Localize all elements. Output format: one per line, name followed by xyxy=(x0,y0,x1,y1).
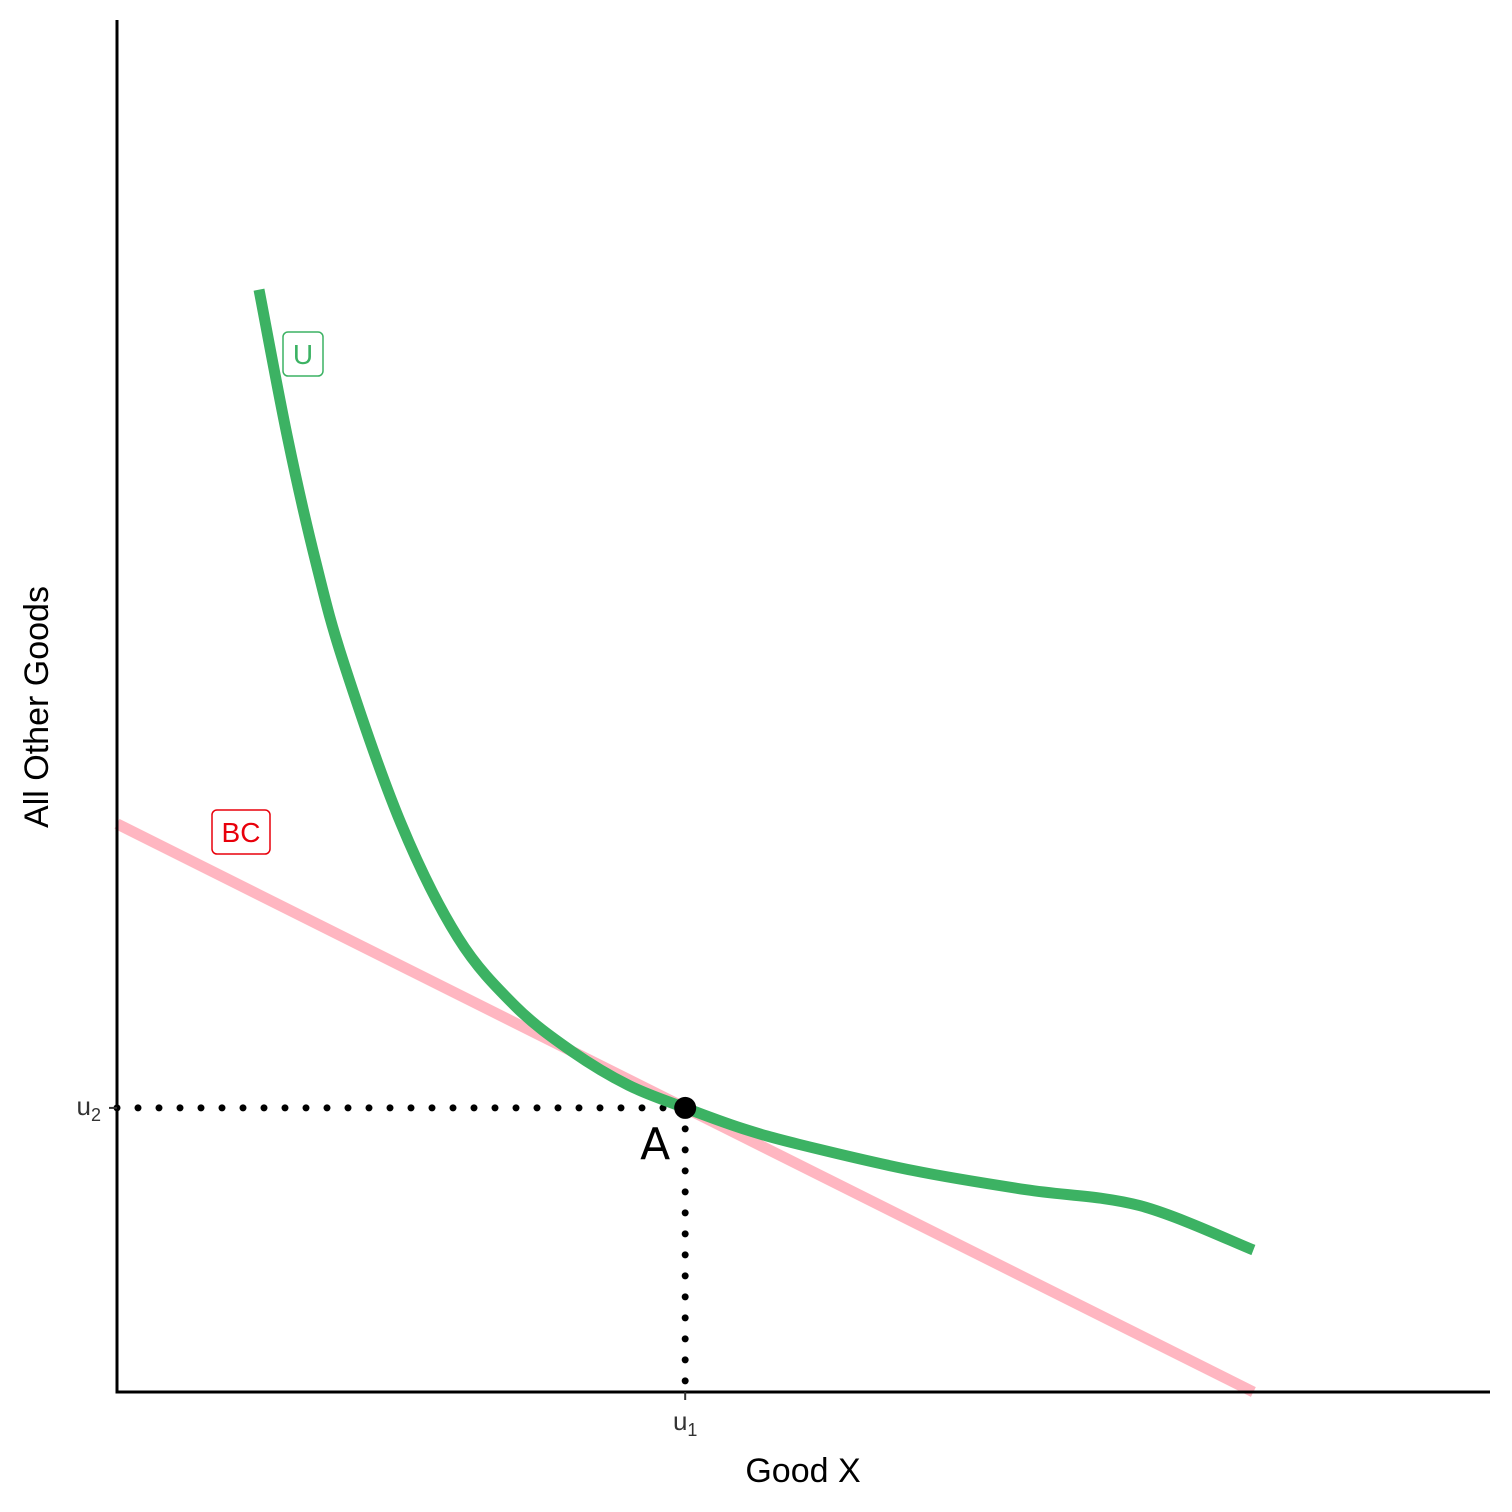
series-label-text: U xyxy=(293,339,313,370)
y-axis-title: All Other Goods xyxy=(18,586,56,828)
x-axis-title: Good X xyxy=(745,1452,860,1490)
axis-ticks: u1 u2 xyxy=(77,1091,698,1440)
series-label-bc: BC xyxy=(211,809,271,855)
x-tick-label: u1 xyxy=(673,1406,697,1440)
series-label-box xyxy=(211,809,271,855)
series-label-text: BC xyxy=(222,817,261,848)
y-tick-label: u2 xyxy=(77,1091,101,1125)
series-label-u: U xyxy=(282,331,324,377)
point-a-label: A xyxy=(640,1119,670,1170)
series-line-u xyxy=(253,288,1256,1256)
point-a-marker xyxy=(674,1096,697,1119)
plot-marks: U BC A xyxy=(113,288,1256,1397)
series-label-box xyxy=(282,331,324,377)
